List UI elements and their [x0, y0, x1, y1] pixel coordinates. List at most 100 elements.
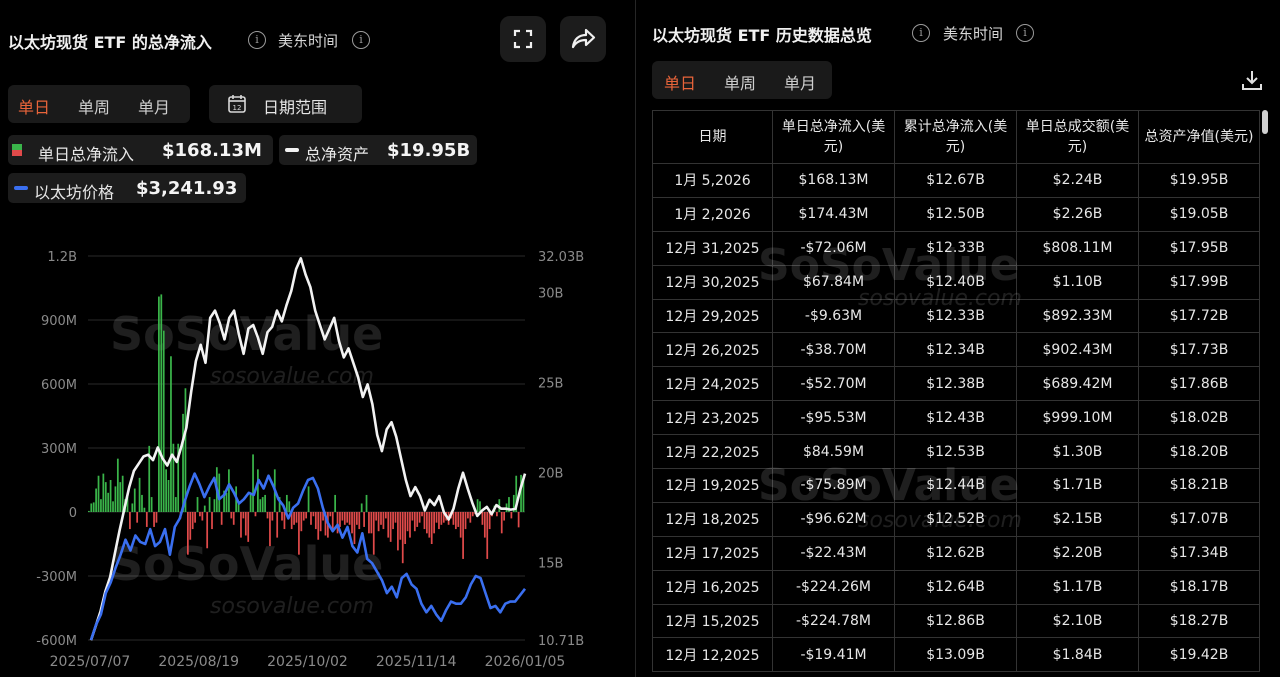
cumulative-cell: $12.33B	[894, 230, 1017, 266]
inflow-bar	[409, 512, 411, 538]
inflow-bar	[104, 482, 107, 512]
volume-cell: $1.17B	[1016, 569, 1139, 605]
inflow-bar	[452, 512, 455, 525]
table-row[interactable]: 12月 17,2025 -$22.43M $12.62B $2.20B $17.34B	[652, 535, 1260, 571]
inflow-bar	[220, 512, 223, 525]
inflow-bar	[126, 497, 129, 512]
table-row[interactable]: 1月 5,2026 $168.13M $12.67B $2.24B $19.95B	[652, 163, 1260, 198]
inflow-bar	[153, 512, 155, 527]
volume-cell: $2.20B	[1016, 535, 1139, 571]
inflow-bar	[252, 454, 254, 512]
table-row[interactable]: 12月 12,2025 -$19.41M $13.09B $1.84B $19.42B	[652, 637, 1260, 673]
share-button[interactable]	[560, 16, 606, 62]
fullscreen-button[interactable]	[500, 16, 546, 62]
download-icon[interactable]	[1240, 68, 1264, 92]
inflow-bar	[158, 296, 160, 512]
tab-monthly[interactable]: 单月	[138, 98, 171, 117]
x-axis-tick: 2025/08/19	[158, 654, 239, 670]
tab-weekly[interactable]: 单周	[78, 98, 111, 117]
table-row[interactable]: 1月 2,2026 $174.43M $12.50B $2.26B $19.05B	[652, 196, 1260, 232]
inflow-bar	[278, 497, 281, 512]
tab-monthly[interactable]: 单月	[784, 74, 817, 93]
watermark-url: sosovalue.com	[210, 594, 374, 619]
date-cell: 12月 12,2025	[652, 637, 773, 673]
legend-inflow[interactable]: 单日总净流入 $168.13M	[8, 135, 273, 165]
table-row[interactable]: 12月 31,2025 -$72.06M $12.33B $808.11M $17.95…	[652, 230, 1260, 266]
nav-cell: $17.99B	[1138, 264, 1260, 300]
inflow-cell: $84.59M	[772, 434, 895, 470]
inflow-bar	[363, 512, 365, 527]
tab-weekly[interactable]: 单周	[724, 74, 757, 93]
inflow-bar	[520, 474, 522, 512]
inflow-bar	[213, 499, 216, 512]
table-title: 以太坊现货 ETF 历史数据总览	[652, 26, 872, 45]
legend-assets[interactable]: 总净资产 $19.95B	[279, 135, 477, 165]
inflow-bar	[247, 512, 250, 542]
inflow-bar	[271, 512, 274, 521]
legend-price[interactable]: 以太坊价格 $3,241.93	[8, 173, 246, 203]
inflow-bar	[486, 512, 489, 559]
nav-cell: $17.95B	[1138, 230, 1260, 266]
x-axis-tick: 2025/07/07	[50, 654, 131, 670]
table-row[interactable]: 12月 22,2025 $84.59M $12.53B $1.30B $18.20B	[652, 434, 1260, 470]
inflow-bar	[522, 476, 525, 512]
inflow-bar	[155, 512, 158, 523]
info-icon[interactable]: i	[912, 24, 930, 42]
inflow-bar	[201, 512, 204, 521]
table-period-tabs: 单日 单周 单月	[652, 61, 832, 99]
inflow-bar	[295, 512, 298, 523]
table-row[interactable]: 12月 16,2025 -$224.26M $12.64B $1.17B $18.17B	[652, 569, 1260, 605]
info-icon[interactable]: i	[248, 31, 266, 49]
date-cell: 12月 19,2025	[652, 468, 773, 503]
inflow-bar	[387, 512, 390, 538]
cumulative-cell: $12.67B	[894, 163, 1017, 198]
inflow-bar	[109, 480, 112, 512]
table-row[interactable]: 12月 26,2025 -$38.70M $12.34B $902.43M $17.73…	[652, 332, 1260, 368]
info-icon[interactable]: i	[1016, 24, 1034, 42]
inflow-bar	[358, 512, 361, 530]
table-row[interactable]: 12月 19,2025 -$75.89M $12.44B $1.71B $18.21B	[652, 468, 1260, 503]
inflow-bar	[411, 512, 414, 521]
inflow-bar	[240, 512, 242, 538]
inflow-bar	[418, 512, 421, 523]
table-row[interactable]: 12月 15,2025 -$224.78M $12.86B $2.10B $18.27B	[652, 603, 1260, 639]
inflow-chart[interactable]: 1.2B 900M 600M 300M 0 -300M -600M 32.03B 30B 25B 2…	[0, 235, 630, 677]
period-tabs: 单日 单周 单月	[8, 85, 190, 123]
table-row[interactable]: 12月 29,2025 -$9.63M $12.33B $892.33M $17.72B	[652, 298, 1260, 334]
chart-title: 以太坊现货 ETF 的总净流入	[8, 33, 212, 52]
inflow-bar	[112, 501, 114, 512]
tab-daily[interactable]: 单日	[664, 74, 697, 93]
share-icon	[571, 28, 596, 49]
inflow-bar	[184, 388, 187, 512]
inflow-bar	[517, 512, 520, 528]
date-cell: 12月 30,2025	[652, 264, 773, 300]
right-axis-tick: 15B	[538, 557, 563, 572]
inflow-bar	[341, 512, 344, 521]
left-axis-tick: 900M	[41, 314, 77, 329]
inflow-bar	[102, 473, 105, 512]
inflow-bar	[397, 512, 399, 551]
date-range-button[interactable]: 12 日期范围	[209, 85, 362, 123]
inflow-bar	[430, 512, 433, 544]
table-scrollbar[interactable]	[1262, 110, 1268, 134]
table-row[interactable]: 12月 24,2025 -$52.70M $12.38B $689.42M $17.86…	[652, 366, 1260, 402]
inflow-bar	[145, 512, 148, 527]
inflow-bar	[194, 512, 196, 523]
inflow-bar	[165, 469, 167, 512]
inflow-bar	[172, 443, 175, 512]
table-row[interactable]: 12月 30,2025 $67.84M $12.40B $1.10B $17.99B	[652, 264, 1260, 300]
column-header: 总资产净值(美元)	[1138, 110, 1260, 164]
date-cell: 12月 15,2025	[652, 603, 773, 639]
date-cell: 12月 18,2025	[652, 501, 773, 537]
table-row[interactable]: 12月 18,2025 -$96.62M $12.52B $2.15B $17.07B	[652, 501, 1260, 537]
history-table: 日期 单日总净流入(美元) 累计总净流入(美元) 单日总成交额(美元) 总资产净…	[652, 110, 1260, 673]
inflow-bar	[283, 512, 286, 530]
table-row[interactable]: 12月 23,2025 -$95.53M $12.43B $999.10M $18.02…	[652, 400, 1260, 436]
cumulative-cell: $12.43B	[894, 400, 1017, 436]
inflow-bar	[346, 512, 349, 523]
x-axis-tick: 2025/10/02	[267, 654, 348, 670]
inflow-bar	[355, 512, 358, 525]
info-icon[interactable]: i	[352, 31, 370, 49]
nav-cell: $17.86B	[1138, 366, 1260, 402]
tab-daily[interactable]: 单日	[18, 98, 51, 117]
